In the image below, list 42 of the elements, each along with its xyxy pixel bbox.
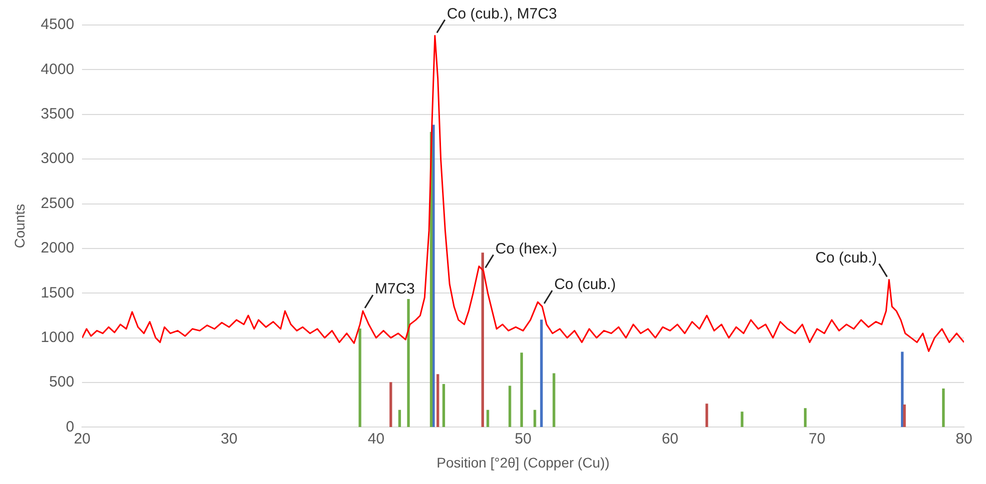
- bar: [398, 410, 401, 428]
- x-axis-title: Position [°2θ] (Copper (Cu)): [436, 454, 610, 470]
- annotation: Co (cub.): [815, 249, 878, 266]
- bar: [481, 252, 484, 428]
- y-tick-label: 1500: [40, 284, 74, 302]
- y-tick-label: 4000: [40, 60, 74, 78]
- bar: [442, 384, 446, 428]
- y-tick-label: 0: [66, 418, 74, 436]
- bar: [740, 412, 744, 428]
- bar: [903, 404, 906, 428]
- bar: [358, 328, 362, 428]
- annotation: M7C3: [374, 280, 415, 298]
- bar: [552, 373, 556, 428]
- bar: [508, 386, 512, 428]
- bar: [407, 299, 410, 428]
- y-tick-label: 500: [49, 374, 74, 391]
- x-tick-label: 40: [368, 430, 384, 448]
- y-tick-label: 3500: [40, 106, 74, 123]
- bar: [540, 320, 543, 428]
- y-axis-title: Counts: [11, 204, 28, 248]
- x-tick-label: 50: [514, 430, 532, 448]
- bar: [432, 124, 435, 428]
- x-tick-label: 60: [662, 430, 678, 448]
- annotation: Co (cub.): [554, 276, 616, 294]
- y-tick-label: 4500: [40, 16, 74, 34]
- x-tick-label: 30: [220, 430, 238, 448]
- bar: [520, 352, 523, 428]
- y-tick-label: 2000: [40, 240, 74, 257]
- bar: [389, 382, 392, 428]
- y-tick-label: 1000: [40, 328, 74, 346]
- bar: [804, 408, 807, 428]
- bar: [942, 388, 945, 428]
- y-tick-label: 3000: [40, 150, 74, 168]
- x-tick-label: 20: [74, 430, 91, 448]
- x-tick-label: 80: [956, 430, 972, 448]
- bar: [705, 404, 708, 428]
- y-tick-label: 2500: [40, 194, 74, 212]
- bar: [534, 410, 536, 428]
- annotation: Co (hex.): [495, 240, 558, 258]
- bar: [486, 410, 490, 428]
- bar: [436, 374, 440, 428]
- x-tick-label: 70: [808, 430, 826, 448]
